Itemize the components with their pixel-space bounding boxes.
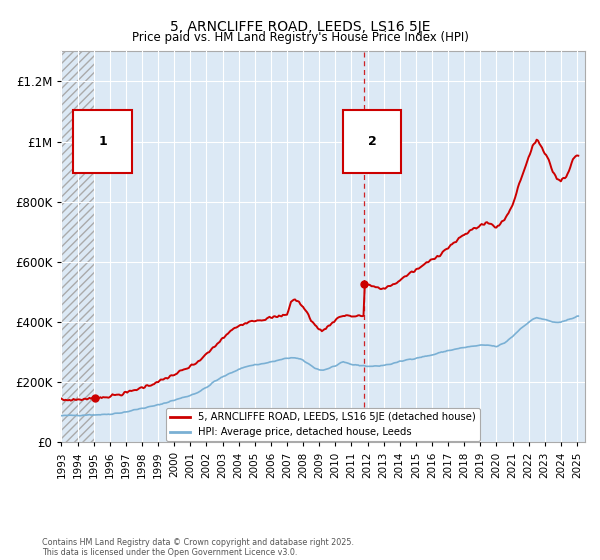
Text: Contains HM Land Registry data © Crown copyright and database right 2025.
This d: Contains HM Land Registry data © Crown c…	[42, 538, 354, 557]
Text: Price paid vs. HM Land Registry's House Price Index (HPI): Price paid vs. HM Land Registry's House …	[131, 31, 469, 44]
Text: 5, ARNCLIFFE ROAD, LEEDS, LS16 5JE: 5, ARNCLIFFE ROAD, LEEDS, LS16 5JE	[170, 20, 430, 34]
Bar	[61, 52, 95, 442]
Text: 1: 1	[98, 135, 107, 148]
Legend: 5, ARNCLIFFE ROAD, LEEDS, LS16 5JE (detached house), HPI: Average price, detache: 5, ARNCLIFFE ROAD, LEEDS, LS16 5JE (deta…	[166, 408, 480, 441]
Text: 2: 2	[368, 135, 376, 148]
